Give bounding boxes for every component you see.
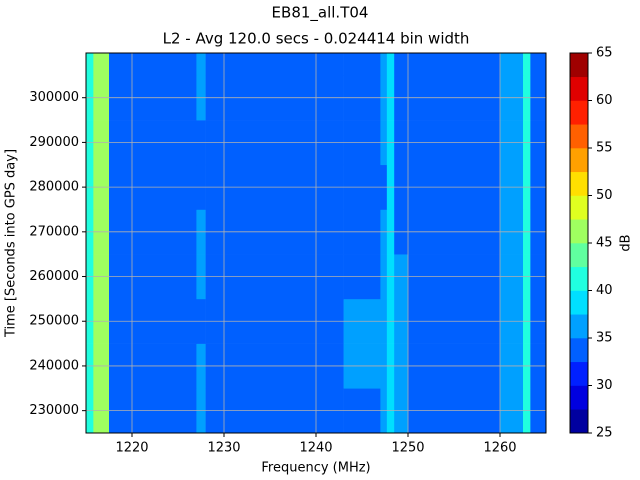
colorbar-band (570, 195, 588, 220)
x-tick-label: 1250 (391, 441, 424, 456)
y-tick-label: 300000 (29, 90, 79, 105)
chart-title: EB81_all.T04 (272, 4, 369, 23)
colorbar-band (570, 219, 588, 244)
heatmap-cell (343, 53, 381, 76)
heatmap-cell (380, 53, 388, 76)
colorbar-band (570, 243, 588, 268)
colorbar-tick-label: 60 (596, 93, 613, 108)
colorbar-band (570, 314, 588, 339)
colorbar-tick-label: 35 (596, 331, 613, 346)
colorbar-band (570, 124, 588, 149)
x-tick-label: 1240 (299, 441, 332, 456)
y-tick-label: 280000 (29, 180, 79, 195)
colorbar-tick-label: 55 (596, 141, 613, 156)
colorbar-band (570, 290, 588, 315)
x-tick-label: 1220 (115, 441, 148, 456)
chart-subtitle: L2 - Avg 120.0 secs - 0.024414 bin width (163, 30, 470, 48)
colorbar-label: dB (619, 234, 634, 251)
colorbar-tick-label: 50 (596, 188, 613, 203)
colorbar-band (570, 148, 588, 173)
colorbar-band (570, 76, 588, 101)
heatmap-cell (530, 53, 547, 76)
colorbar-band (570, 361, 588, 386)
heatmap-cell (205, 53, 344, 76)
heatmap-cell (196, 53, 206, 76)
x-tick-label: 1260 (483, 441, 516, 456)
y-tick-label: 250000 (29, 314, 79, 329)
colorbar-band (570, 171, 588, 196)
heatmap-cell (500, 53, 524, 76)
y-tick-label: 270000 (29, 224, 79, 239)
colorbar-tick-label: 30 (596, 378, 613, 393)
y-tick-label: 240000 (29, 358, 79, 373)
colorbar-band (570, 338, 588, 363)
y-tick-label: 230000 (29, 403, 79, 418)
heatmap-cell (523, 53, 531, 76)
colorbar-tick-label: 25 (596, 426, 613, 441)
plot-frame (85, 52, 547, 434)
colorbar-band (570, 385, 588, 410)
colorbar-band (570, 266, 588, 291)
colorbar-band (570, 100, 588, 125)
y-axis-label: Time [Seconds into GPS day] (4, 149, 19, 338)
heatmap-cell (394, 53, 409, 76)
heatmap-cell (86, 53, 94, 76)
colorbar-tick-label: 45 (596, 236, 613, 251)
y-tick-label: 260000 (29, 269, 79, 284)
colorbar-tick-label: 40 (596, 283, 613, 298)
x-tick-label: 1230 (207, 441, 240, 456)
heatmap-cell (408, 53, 501, 76)
colorbar-tick-label: 65 (596, 46, 613, 61)
colorbar-band (570, 409, 588, 434)
colorbar-band (570, 53, 588, 78)
heatmap-cell (93, 53, 110, 76)
y-tick-label: 290000 (29, 135, 79, 150)
heatmap-cell (109, 53, 197, 76)
heatmap-cell (386, 53, 395, 76)
x-axis-label: Frequency (MHz) (261, 461, 370, 476)
